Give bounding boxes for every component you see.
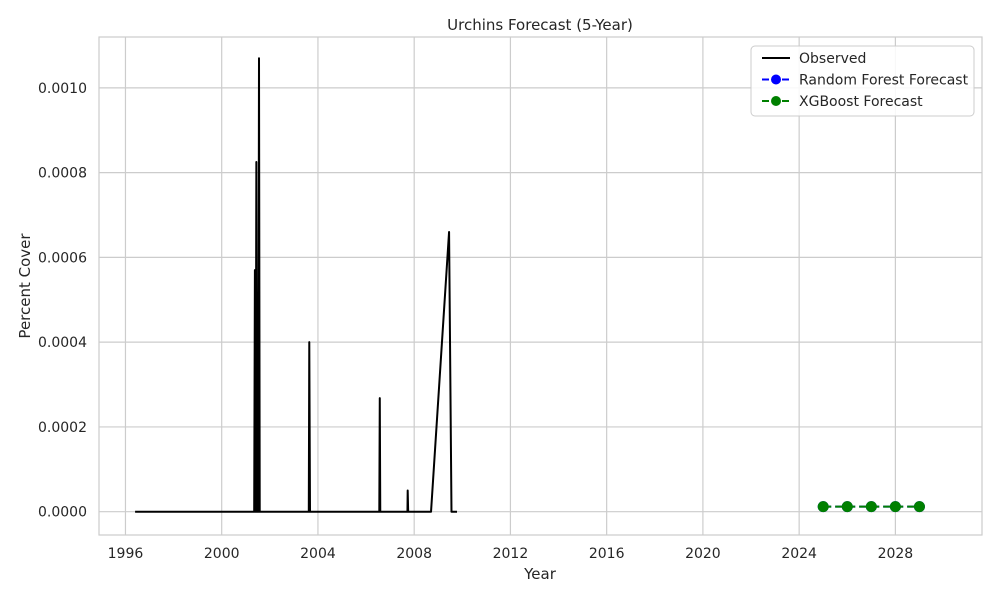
x-axis-title: Year bbox=[523, 565, 557, 583]
x-tick-label: 2024 bbox=[781, 546, 817, 562]
y-tick-label: 0.0010 bbox=[38, 81, 87, 97]
plot-area bbox=[99, 37, 982, 535]
data-point bbox=[817, 501, 829, 513]
x-tick-label: 2016 bbox=[589, 546, 625, 562]
x-tick-label: 1996 bbox=[108, 546, 144, 562]
data-point bbox=[865, 501, 877, 513]
x-tick-label: 2008 bbox=[396, 546, 432, 562]
legend-box bbox=[750, 45, 975, 117]
legend-label: Random Forest Forecast bbox=[799, 73, 969, 89]
legend-label: XGBoost Forecast bbox=[799, 94, 923, 110]
legend-items: Observed Random Forest Forecast XGBoost Fo… bbox=[762, 51, 969, 110]
grid bbox=[99, 37, 982, 535]
data-point bbox=[889, 501, 901, 513]
legend-marker bbox=[771, 74, 781, 85]
plot-border bbox=[98, 36, 983, 536]
y-axis-title: Percent Cover bbox=[16, 233, 34, 339]
x-tick-label: 2004 bbox=[300, 546, 336, 562]
legend-label: Observed bbox=[799, 51, 866, 67]
y-tick-label: 0.0004 bbox=[38, 335, 87, 351]
legend: Observed Random Forest Forecast XGBoost Fo… bbox=[750, 45, 975, 117]
y-tick-label: 0.0006 bbox=[38, 250, 87, 266]
tick-labels: 1996 2000 2004 2008 2012 2016 2020 2024 2028 0.00… bbox=[38, 81, 913, 562]
y-tick-label: 0.0002 bbox=[38, 420, 87, 436]
series-layer bbox=[135, 57, 925, 513]
data-point bbox=[841, 501, 853, 513]
x-tick-label: 2012 bbox=[493, 546, 529, 562]
x-tick-label: 2000 bbox=[204, 546, 240, 562]
y-tick-label: 0.0008 bbox=[38, 166, 87, 182]
series-line-0 bbox=[135, 57, 458, 513]
data-point bbox=[913, 501, 925, 513]
y-tick-label: 0.0000 bbox=[38, 505, 87, 521]
x-tick-label: 2028 bbox=[878, 546, 914, 562]
legend-marker bbox=[771, 96, 781, 106]
x-tick-label: 2020 bbox=[685, 546, 721, 562]
chart-title: Urchins Forecast (5-Year) bbox=[447, 16, 633, 34]
